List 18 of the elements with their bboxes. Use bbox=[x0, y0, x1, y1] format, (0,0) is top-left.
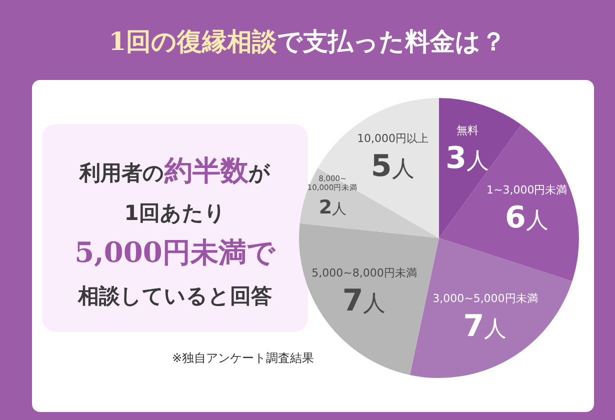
pie-slice bbox=[439, 124, 579, 282]
data-label: 3人 bbox=[446, 141, 490, 176]
text: 1回あたり bbox=[124, 201, 226, 225]
slice-label: 3,000~5,000円未満 bbox=[432, 292, 538, 306]
text: 利用者の約半数が bbox=[78, 154, 270, 187]
data-label: 6人 bbox=[504, 200, 549, 236]
slice-label: 無料 bbox=[456, 124, 479, 138]
text: 相談していると回答 bbox=[77, 284, 272, 308]
data-label: 7人 bbox=[463, 309, 508, 344]
text: 5,000円未満で bbox=[74, 236, 276, 269]
chart-title: 1回の復縁相談で支払った料金は？ bbox=[108, 27, 506, 56]
data-label: 7人 bbox=[342, 283, 386, 318]
data-label: 5人 bbox=[370, 148, 415, 184]
text: ※独自アンケート調査結果 bbox=[172, 351, 314, 365]
slice-label: 1~3,000円未満 bbox=[486, 183, 568, 196]
slice-label: 10,000円以上 bbox=[357, 132, 429, 145]
slice-label: 5,000~8,000円未満 bbox=[312, 266, 417, 280]
data-label: 2人 bbox=[318, 196, 346, 218]
